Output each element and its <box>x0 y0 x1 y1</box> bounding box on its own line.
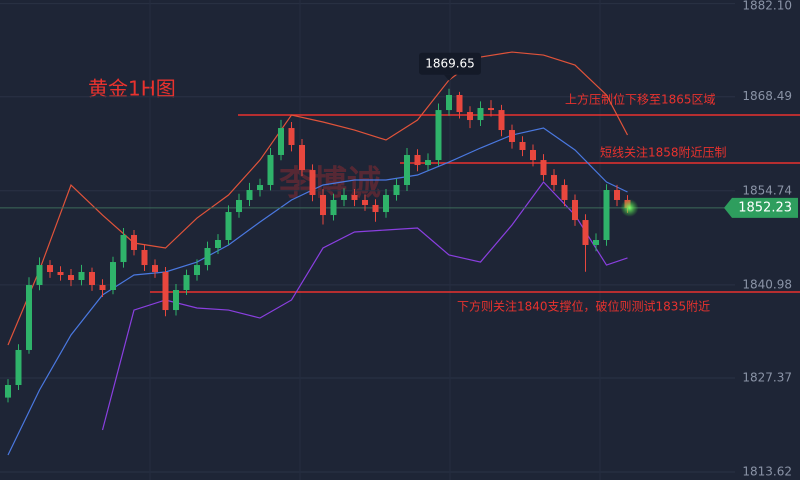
max-label-box <box>419 52 481 75</box>
last-price-tag <box>724 197 798 218</box>
candle-body <box>47 265 53 273</box>
candle-body <box>351 194 358 200</box>
candle-body <box>141 249 148 266</box>
candle-body <box>330 199 337 216</box>
candle-body <box>435 110 442 161</box>
candle-body <box>278 128 284 155</box>
candle-body <box>446 95 452 111</box>
candle-body <box>152 265 158 273</box>
candle-body <box>36 265 43 286</box>
candle-body <box>383 194 389 213</box>
candle-body <box>551 175 557 186</box>
candle-body <box>5 384 11 398</box>
band-line <box>7 51 629 346</box>
candle-body <box>425 160 431 166</box>
candle-body <box>582 220 589 245</box>
candle-body <box>131 235 137 250</box>
candle-body <box>183 275 190 290</box>
band-line <box>101 181 628 431</box>
y-tick-label: 1882.10 <box>742 0 792 13</box>
level-label: 上方压制位下移至1865区域 <box>565 92 716 107</box>
candle-body <box>456 95 463 113</box>
candle-body <box>99 285 106 290</box>
last-price-glow <box>620 198 639 217</box>
candle-body <box>215 240 221 249</box>
candle-body <box>561 185 568 200</box>
candle-body <box>320 194 326 216</box>
max-label: 1869.65 <box>425 56 475 70</box>
candle-body <box>57 272 64 276</box>
candle-body <box>15 349 22 385</box>
candle-body <box>225 212 232 240</box>
candle-body <box>194 265 200 276</box>
candle-body <box>68 275 74 281</box>
candle-body <box>204 248 211 266</box>
candle-body <box>309 170 316 195</box>
candle-body <box>519 141 526 150</box>
last-price-label: 1852.23 <box>738 200 792 215</box>
candle-body <box>540 160 547 176</box>
candle-body <box>162 272 169 311</box>
max-label-pointer <box>444 74 454 81</box>
y-tick-label: 1840.98 <box>742 277 792 291</box>
y-tick-label: 1868.49 <box>742 89 792 103</box>
candle-body <box>498 110 505 131</box>
candle-body <box>614 190 620 200</box>
candle-body <box>488 107 494 111</box>
candle-body <box>246 190 253 200</box>
level-label: 下方则关注1840支撑位，破位则测试1835附近 <box>457 299 710 314</box>
y-tick-label: 1854.74 <box>742 183 792 197</box>
candle-body <box>467 112 473 121</box>
candle-body <box>173 289 179 311</box>
y-tick-label: 1813.62 <box>742 464 792 478</box>
candle-body <box>110 262 116 290</box>
candle-body <box>288 128 295 145</box>
candle-body <box>267 154 274 186</box>
y-tick-label: 1827.37 <box>742 370 792 384</box>
candle-body <box>236 199 242 213</box>
candle-body <box>477 107 484 121</box>
candle-body <box>404 154 410 186</box>
candle-body <box>393 185 400 195</box>
candle-body <box>120 235 127 263</box>
candle-body <box>341 194 347 200</box>
candle-body <box>257 185 263 191</box>
candle-body <box>89 272 95 286</box>
level-label: 短线关注1858附近压制 <box>600 145 727 160</box>
candle-body <box>530 149 536 161</box>
candle-body <box>509 130 515 142</box>
candle-body <box>593 240 599 245</box>
candle-body <box>572 199 578 221</box>
candle-body <box>362 199 368 205</box>
candle-body <box>26 285 32 350</box>
candle-body <box>299 144 305 171</box>
candle-body <box>78 272 85 281</box>
candle-body <box>372 204 379 213</box>
candle-body <box>414 154 421 166</box>
candle-body <box>603 190 610 240</box>
